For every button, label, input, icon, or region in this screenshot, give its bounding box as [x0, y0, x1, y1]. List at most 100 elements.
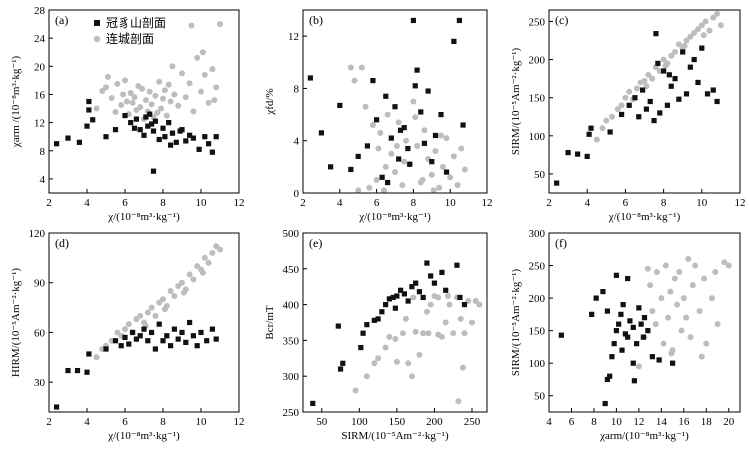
- data-point-square: [409, 284, 415, 290]
- data-point-square: [355, 153, 361, 159]
- panel-label: (f): [555, 236, 567, 250]
- x-axis-label: χ/(10⁻⁸m³·kg⁻¹): [358, 211, 431, 223]
- data-point-circle: [681, 42, 688, 49]
- data-point-circle: [108, 94, 115, 101]
- data-point-circle: [421, 127, 428, 134]
- data-point-square: [112, 338, 119, 344]
- data-point-circle: [163, 112, 170, 119]
- y-tick-label: 50: [534, 391, 546, 403]
- data-point-square: [643, 106, 650, 112]
- x-tick-label: 10: [445, 197, 457, 209]
- data-point-square: [416, 289, 423, 295]
- data-point-circle: [414, 142, 421, 149]
- data-point-circle: [93, 105, 100, 112]
- data-point-square: [676, 96, 682, 102]
- data-point-square: [407, 161, 413, 167]
- data-point-circle: [209, 249, 216, 256]
- data-point-circle: [382, 344, 389, 351]
- data-point-square: [602, 400, 608, 407]
- y-tick-label: 350: [283, 335, 300, 347]
- data-point-square: [454, 262, 460, 268]
- data-point-circle: [419, 176, 426, 183]
- panel-a: 2 4 6 8 10 12481216202428χ/(10⁻⁸m³·kg⁻¹)χarm …: [10, 5, 245, 223]
- data-point-circle: [186, 80, 193, 87]
- data-point-circle: [167, 98, 174, 105]
- y-axis-label: Bcr/mT: [264, 305, 276, 339]
- plot-frame: [302, 232, 488, 413]
- data-point-square: [443, 169, 450, 175]
- data-point-circle: [691, 29, 698, 36]
- data-point-circle: [676, 269, 683, 276]
- data-point-circle: [708, 295, 715, 302]
- data-point-circle: [118, 102, 125, 109]
- data-point-square: [680, 49, 686, 55]
- data-point-square: [641, 315, 648, 321]
- legend-marker-square: [94, 20, 100, 26]
- data-point-square: [74, 367, 81, 374]
- x-tick-label: 10: [196, 416, 208, 428]
- data-point-square: [425, 88, 431, 94]
- data-point-circle: [703, 340, 710, 347]
- plot-frame: [548, 232, 741, 413]
- x-tick-label: 6: [569, 416, 575, 428]
- data-point-square: [164, 333, 170, 339]
- data-point-square: [655, 60, 661, 66]
- y-tick-label: 300: [283, 371, 300, 383]
- data-point-circle: [179, 70, 185, 77]
- data-point-square: [190, 135, 196, 141]
- data-point-circle: [671, 275, 678, 282]
- data-point-square: [588, 125, 594, 131]
- data-point-square: [398, 287, 404, 293]
- data-point-circle: [156, 78, 163, 85]
- data-point-square: [565, 149, 571, 156]
- y-tick-label: 200: [529, 293, 546, 305]
- data-point-circle: [685, 256, 692, 263]
- data-point-square: [418, 109, 424, 115]
- data-point-circle: [190, 108, 197, 115]
- data-point-square: [457, 294, 463, 301]
- panel-d: 2 4 6 8 10 12 30 60 90 120 χ/(10⁻⁸m³·kg⁻¹) HIRM/(10…: [10, 228, 245, 442]
- data-point-circle: [444, 293, 451, 300]
- data-point-square: [307, 75, 313, 81]
- data-point-square: [103, 134, 109, 140]
- data-point-square: [405, 145, 411, 152]
- data-point-circle: [205, 99, 212, 106]
- x-tick-label: 8: [661, 197, 667, 209]
- y-tick-label: 100: [529, 358, 546, 370]
- data-point-circle: [363, 373, 370, 380]
- data-point-circle: [209, 66, 216, 73]
- data-point-circle: [142, 97, 149, 104]
- data-point-square: [586, 131, 592, 137]
- data-point-circle: [382, 163, 389, 170]
- data-point-square: [145, 123, 151, 129]
- data-point-square: [86, 351, 92, 357]
- data-point-circle: [362, 103, 369, 110]
- data-point-square: [443, 287, 449, 293]
- y-tick-label: 250: [529, 261, 546, 273]
- data-point-square: [152, 346, 158, 352]
- data-point-circle: [649, 308, 656, 315]
- data-point-circle: [714, 321, 721, 328]
- data-point-square: [383, 302, 389, 308]
- data-point-square: [198, 329, 204, 336]
- data-point-square: [84, 123, 90, 129]
- data-point-square: [183, 138, 189, 144]
- data-point-circle: [446, 301, 453, 308]
- data-point-square: [638, 321, 644, 327]
- y-tick-label: 150: [529, 93, 546, 105]
- x-tick-label: 10: [696, 197, 708, 209]
- data-point-circle: [428, 171, 435, 178]
- data-point-circle: [402, 315, 409, 322]
- data-point-circle: [725, 262, 732, 269]
- data-point-square: [126, 341, 132, 347]
- data-point-circle: [721, 259, 728, 266]
- data-point-circle: [652, 321, 659, 328]
- data-point-circle: [678, 327, 685, 334]
- data-point-circle: [702, 18, 709, 25]
- data-point-square: [375, 316, 381, 322]
- data-point-square: [405, 298, 411, 304]
- data-point-square: [611, 341, 617, 347]
- data-point-square: [385, 179, 391, 186]
- data-point-circle: [443, 135, 450, 142]
- data-point-square: [618, 311, 624, 317]
